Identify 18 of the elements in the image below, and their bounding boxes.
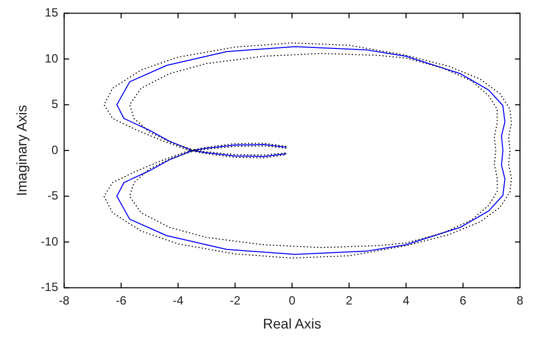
x-tick-label: 0 bbox=[288, 293, 296, 308]
x-tick-label: -8 bbox=[58, 293, 70, 308]
y-tick-label: 10 bbox=[44, 51, 58, 66]
y-tick-label: 5 bbox=[51, 97, 58, 112]
y-tick-label: -10 bbox=[40, 234, 58, 248]
x-tick-label: 6 bbox=[460, 293, 467, 308]
y-tick-label: 15 bbox=[44, 6, 58, 20]
x-tick-label: 4 bbox=[402, 293, 410, 308]
y-tick-label: 0 bbox=[51, 142, 58, 157]
x-axis-title: Real Axis bbox=[262, 315, 322, 332]
x-tick-label: -4 bbox=[172, 293, 184, 308]
x-tick-label: 2 bbox=[346, 293, 353, 308]
x-tick-label: -6 bbox=[116, 293, 127, 308]
y-axis-title: Imaginary Axis bbox=[13, 104, 30, 196]
x-tick-label: -2 bbox=[230, 293, 241, 308]
y-tick-label: -5 bbox=[47, 188, 58, 203]
y-tick-label: -15 bbox=[40, 280, 58, 294]
x-tick-label: 8 bbox=[516, 293, 524, 308]
